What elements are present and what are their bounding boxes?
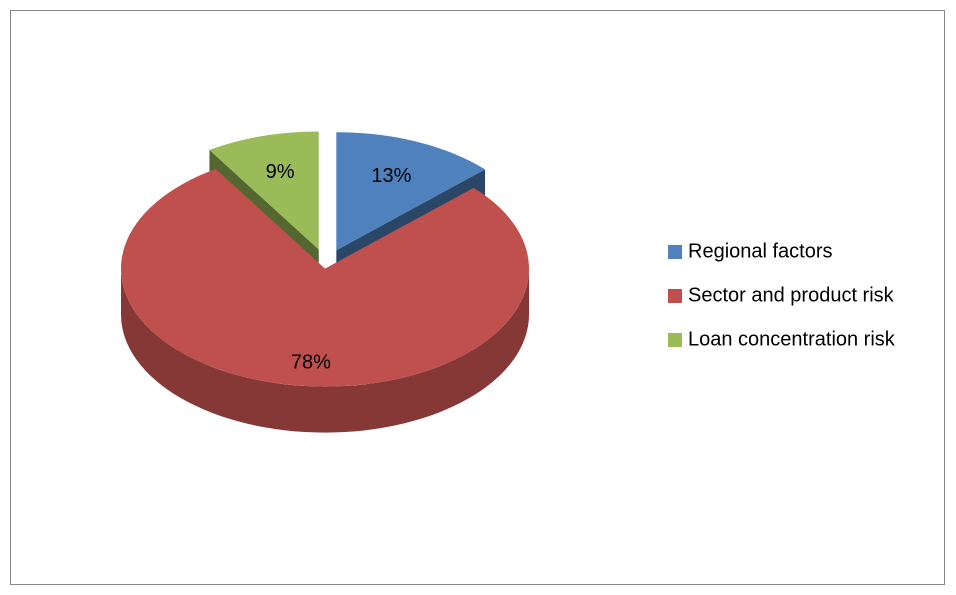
pie-slice — [209, 131, 319, 250]
pie-slice — [336, 132, 486, 251]
legend-swatch — [668, 333, 682, 347]
pie-wall — [120, 268, 529, 433]
legend-label: Sector and product risk — [688, 284, 895, 306]
data-label: 13% — [371, 165, 411, 187]
legend-label: Loan concentration risk — [688, 328, 896, 350]
data-label: 78% — [291, 351, 331, 373]
legend-label: Regional factors — [688, 240, 833, 262]
pie-slice — [120, 168, 529, 387]
legend-swatch — [668, 245, 682, 259]
data-label: 9% — [266, 161, 295, 183]
legend-swatch — [668, 289, 682, 303]
